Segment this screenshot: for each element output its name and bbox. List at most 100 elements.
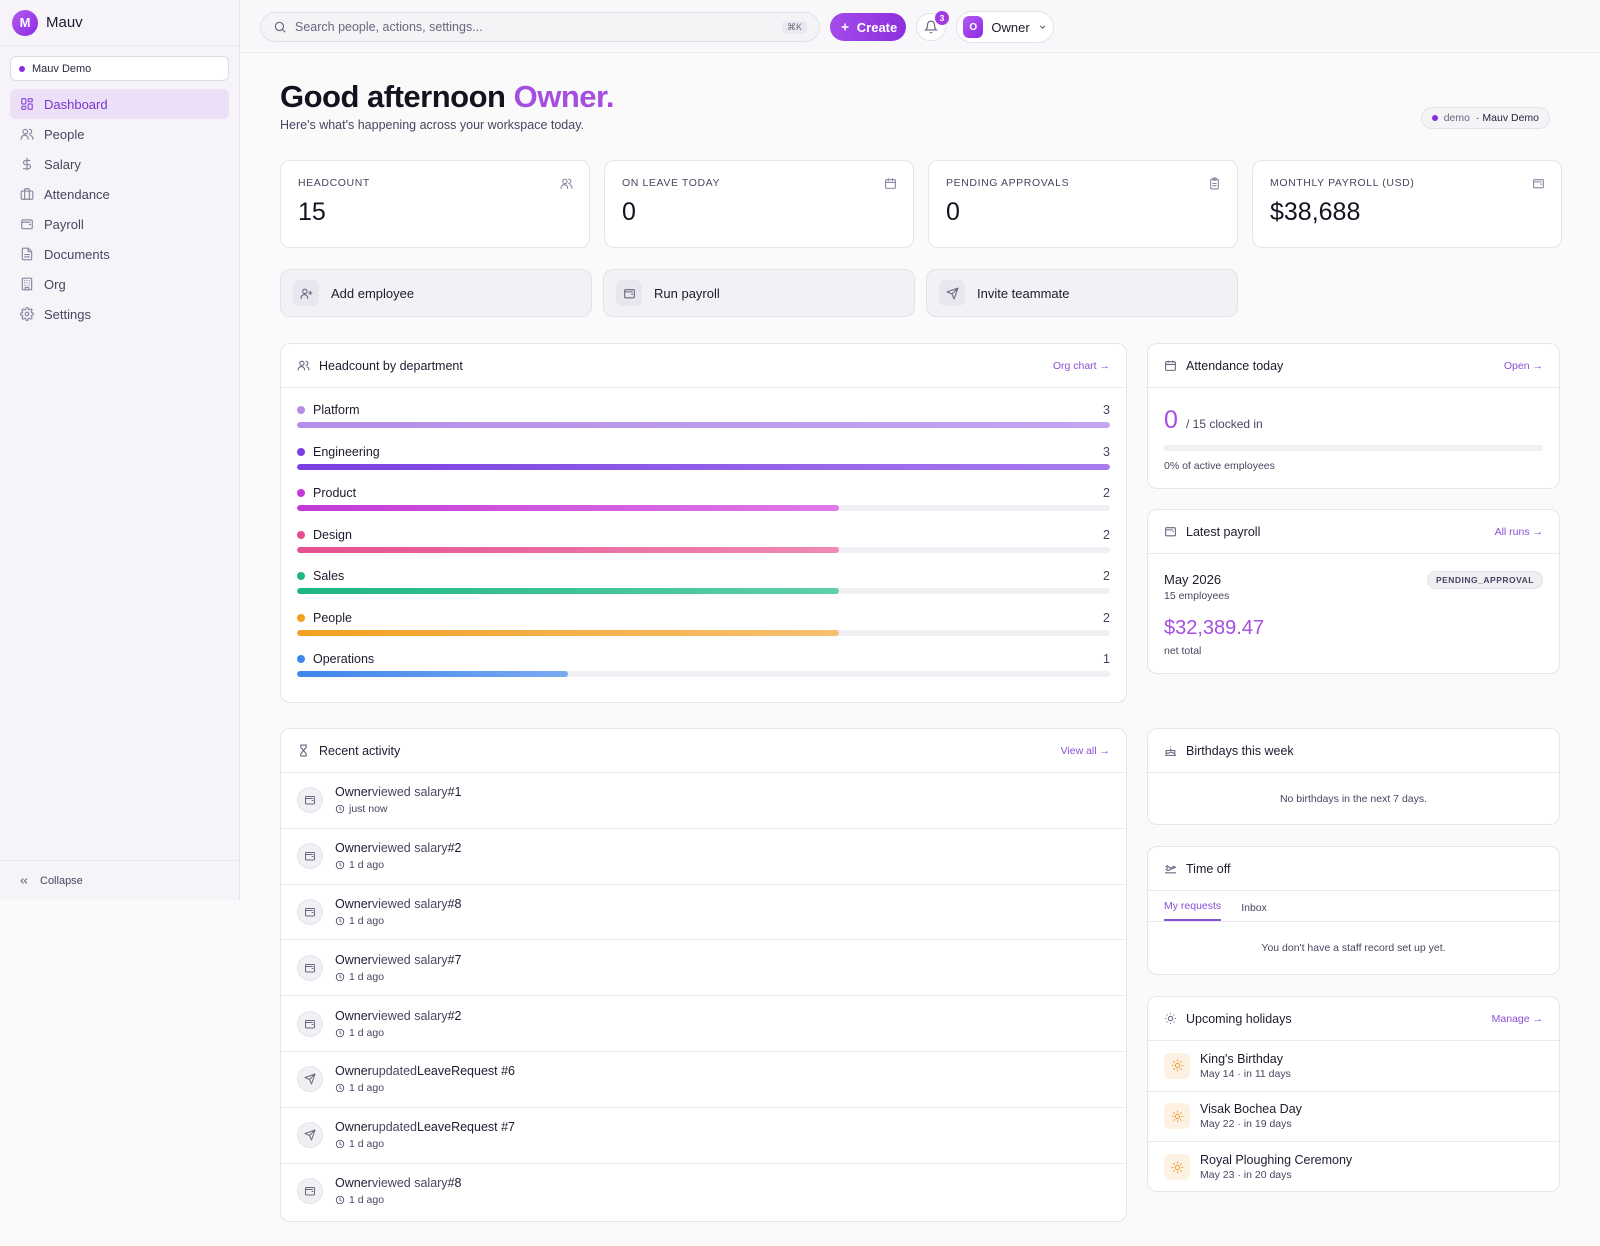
- department-bar-track: [297, 546, 1110, 553]
- stat-value: 0: [946, 198, 960, 226]
- timeoff-card-title: Time off: [1186, 861, 1231, 876]
- create-button[interactable]: Create: [830, 13, 906, 41]
- sidebar-item-people[interactable]: People: [10, 119, 229, 149]
- department-count: 2: [1103, 527, 1110, 542]
- department-bar-fill: [297, 422, 1110, 428]
- activity-verb: updated: [371, 1064, 418, 1079]
- activity-actor: Owner: [335, 1176, 372, 1191]
- activity-item[interactable]: Ownerviewed salary#2 1 d ago: [281, 829, 1126, 885]
- sidebar-item-documents[interactable]: Documents: [10, 239, 229, 269]
- notifications-button[interactable]: 3: [916, 11, 949, 41]
- activity-card-header: Recent activity View all →: [281, 729, 1126, 773]
- activity-actor: Owner: [335, 1064, 372, 1079]
- department-row-operations: Operations 1: [281, 641, 1126, 683]
- activity-target: #2: [447, 1008, 462, 1023]
- search-placeholder: Search people, actions, settings...: [295, 20, 483, 34]
- sidebar-item-salary[interactable]: Salary: [10, 149, 229, 179]
- department-count: 2: [1103, 569, 1110, 583]
- department-card-title: Headcount by department: [319, 358, 463, 373]
- sidebar-item-org[interactable]: Org: [10, 269, 229, 299]
- sidebar-item-label: Salary: [44, 156, 81, 172]
- wallet-icon: [305, 1187, 315, 1196]
- activity-time: 1 d ago: [349, 1194, 385, 1207]
- activity-time: 1 d ago: [349, 1138, 385, 1151]
- brand[interactable]: M Mauv: [0, 0, 239, 46]
- collapse-button[interactable]: Collapse: [0, 860, 239, 900]
- department-bar-fill: [297, 505, 839, 511]
- invite-teammate-button[interactable]: Invite teammate: [926, 269, 1238, 317]
- activity-item[interactable]: Ownerviewed salary#8 1 d ago: [281, 885, 1126, 941]
- sidebar-item-dashboard[interactable]: Dashboard: [10, 89, 229, 119]
- department-dot: [297, 613, 305, 622]
- user-menu[interactable]: O Owner: [956, 11, 1054, 43]
- activity-item[interactable]: Ownerviewed salary#8 1 d ago: [281, 1164, 1126, 1220]
- env-workspace: · Mauv Demo: [1475, 112, 1539, 124]
- tab-inbox[interactable]: Inbox: [1241, 902, 1267, 914]
- holiday-item[interactable]: King's Birthday May 14 · in 11 days: [1148, 1041, 1559, 1092]
- document-icon: [21, 247, 33, 261]
- activity-item[interactable]: Ownerviewed salary#7 1 d ago: [281, 940, 1126, 997]
- birthdays-card-header: Birthdays this week: [1148, 729, 1559, 773]
- department-bar-track: [297, 588, 1110, 594]
- manage-holidays-link[interactable]: Manage →: [1491, 1012, 1543, 1025]
- department-row-people: People 2: [281, 600, 1126, 642]
- payroll-amount: $32,389.47: [1164, 617, 1265, 639]
- clock-icon: [335, 805, 345, 814]
- timeoff-card: Time off My requests Inbox You don't hav…: [1147, 846, 1560, 975]
- cake-icon: [1165, 746, 1176, 756]
- activity-time: just now: [349, 803, 388, 816]
- holiday-item[interactable]: Royal Ploughing Ceremony May 23 · in 20 …: [1148, 1142, 1559, 1193]
- action-label: Invite teammate: [977, 285, 1070, 301]
- department-name: Operations: [313, 652, 375, 666]
- activity-target: #8: [447, 896, 462, 911]
- activity-item[interactable]: Ownerviewed salary#2 1 d ago: [281, 996, 1126, 1052]
- activity-verb: viewed salary: [371, 1176, 448, 1191]
- attendance-open-link[interactable]: Open →: [1503, 359, 1543, 372]
- action-label: Run payroll: [654, 285, 720, 301]
- users-icon: [560, 178, 573, 189]
- brand-logo: M: [12, 9, 38, 36]
- holiday-item[interactable]: Visak Bochea Day May 22 · in 19 days: [1148, 1092, 1559, 1142]
- view-all-link[interactable]: View all →: [1060, 744, 1110, 757]
- clocked-in-total: / 15 clocked in: [1186, 417, 1263, 431]
- clock-icon: [335, 1140, 345, 1149]
- department-bar-track: [297, 671, 1110, 677]
- dashboard-icon: [21, 98, 33, 110]
- department-name: Engineering: [313, 444, 380, 459]
- sun-icon: [1165, 1013, 1176, 1024]
- sidebar-item-label: Payroll: [44, 216, 84, 232]
- status-badge: PENDING_APPROVAL: [1426, 571, 1543, 589]
- stat-value: 15: [298, 198, 326, 226]
- department-card: Headcount by department Org chart → Plat…: [280, 343, 1127, 703]
- attendance-card-header: Attendance today Open →: [1148, 344, 1559, 388]
- clock-icon: [335, 861, 345, 870]
- activity-item[interactable]: OwnerupdatedLeaveRequest #7 1 d ago: [281, 1108, 1126, 1164]
- activity-target: #2: [447, 841, 462, 856]
- org-chart-link[interactable]: Org chart →: [1052, 359, 1110, 372]
- payroll-month: May 2026: [1164, 572, 1222, 587]
- holiday-name: King's Birthday: [1200, 1051, 1283, 1066]
- sidebar-item-payroll[interactable]: Payroll: [10, 209, 229, 239]
- sidebar-item-attendance[interactable]: Attendance: [10, 179, 229, 209]
- tab-my-requests[interactable]: My requests: [1164, 900, 1222, 921]
- attendance-progress: [1164, 445, 1543, 451]
- environment-badge: demo · Mauv Demo: [1420, 107, 1550, 129]
- sidebar-item-label: Attendance: [44, 186, 110, 202]
- search-input[interactable]: Search people, actions, settings... ⌘K: [260, 12, 820, 42]
- clocked-in-count: 0: [1164, 406, 1178, 434]
- sidebar-item-settings[interactable]: Settings: [10, 299, 229, 329]
- activity-verb: viewed salary: [371, 952, 448, 967]
- avatar: O: [963, 16, 984, 38]
- stat-value: $38,688: [1270, 198, 1361, 226]
- clock-icon: [335, 1196, 345, 1205]
- clock-icon: [335, 916, 345, 926]
- workspace-switcher[interactable]: Mauv Demo: [10, 56, 229, 81]
- activity-item[interactable]: Ownerviewed salary#1 just now: [281, 773, 1126, 829]
- all-runs-link[interactable]: All runs →: [1494, 525, 1543, 538]
- run-payroll-button[interactable]: Run payroll: [603, 269, 915, 317]
- activity-time: 1 d ago: [349, 970, 385, 983]
- activity-target: #1: [447, 785, 462, 800]
- add-employee-button[interactable]: Add employee: [280, 269, 592, 317]
- hourglass-icon: [300, 744, 307, 757]
- activity-item[interactable]: OwnerupdatedLeaveRequest #6 1 d ago: [281, 1052, 1126, 1108]
